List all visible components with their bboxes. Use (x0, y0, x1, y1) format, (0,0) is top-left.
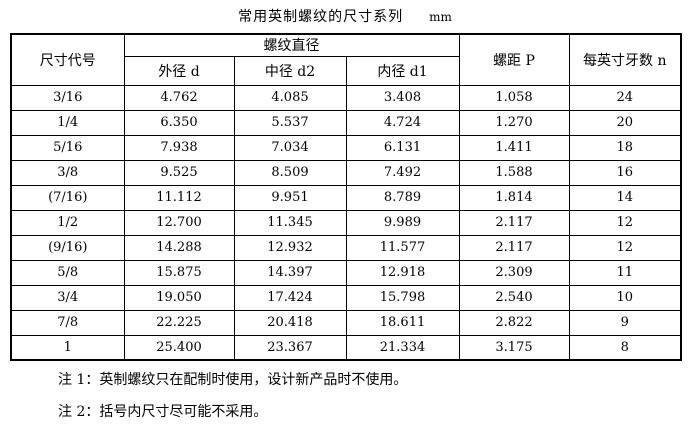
cell-d: 4.762 (123, 84, 235, 111)
cell-d1: 6.131 (345, 134, 460, 161)
cell-n: 20 (568, 109, 682, 136)
cell-d1: 3.408 (345, 84, 460, 111)
page-title-row: 常用英制螺纹的尺寸系列 mm (0, 6, 690, 26)
cell-p: 2.117 (458, 209, 570, 236)
cell-code: 3/8 (10, 159, 125, 186)
cell-code: 3/16 (10, 84, 125, 111)
cell-d1: 21.334 (345, 334, 460, 361)
header-row-sub: 外径 d 中径 d2 内径 d1 (11, 55, 681, 86)
cell-p: 1.270 (458, 109, 570, 136)
cell-d2: 5.537 (233, 109, 347, 136)
thread-size-table: 尺寸代号 螺纹直径 螺距 P 每英寸牙数 n 外径 d 中径 d2 内径 d1 … (10, 33, 682, 361)
cell-n: 12 (568, 234, 682, 261)
cell-p: 2.822 (458, 309, 570, 336)
table-row: 5/8 15.875 14.397 12.918 2.309 11 (10, 259, 682, 286)
cell-p: 1.411 (458, 134, 570, 161)
header-threads-per-inch: 每英寸牙数 n (568, 33, 682, 86)
cell-code: 1/4 (10, 109, 125, 136)
cell-code: (9/16) (10, 234, 125, 261)
unit-label: mm (429, 10, 452, 24)
cell-d2: 12.932 (233, 234, 347, 261)
cell-d: 25.400 (123, 334, 235, 361)
header-thread-diameter-group: 螺纹直径 (123, 33, 460, 57)
note-1-text: 英制螺纹只在配制时使用，设计新产品时不使用。 (99, 372, 408, 388)
header-minor-diameter: 内径 d1 (345, 55, 460, 86)
cell-d1: 11.577 (345, 234, 460, 261)
cell-code: 3/4 (10, 284, 125, 311)
cell-d1: 9.989 (345, 209, 460, 236)
note-2-label: 注 2： (58, 404, 100, 420)
cell-p: 2.309 (458, 259, 570, 286)
cell-code: 1/2 (10, 209, 125, 236)
cell-p: 2.117 (458, 234, 570, 261)
cell-n: 11 (568, 259, 682, 286)
note-2-text: 括号内尺寸尽可能不采用。 (99, 404, 268, 420)
table-row: 3/8 9.525 8.509 7.492 1.588 16 (10, 159, 682, 186)
table-row: 3/16 4.762 4.085 3.408 1.058 24 (10, 84, 682, 111)
cell-d: 12.700 (123, 209, 235, 236)
cell-n: 10 (568, 284, 682, 311)
cell-n: 16 (568, 159, 682, 186)
cell-p: 3.175 (458, 334, 570, 361)
cell-code: 5/16 (10, 134, 125, 161)
cell-d2: 8.509 (233, 159, 347, 186)
cell-code: 7/8 (10, 309, 125, 336)
cell-n: 12 (568, 209, 682, 236)
cell-p: 1.588 (458, 159, 570, 186)
cell-code: 5/8 (10, 259, 125, 286)
header-row-group: 尺寸代号 螺纹直径 螺距 P 每英寸牙数 n (10, 33, 682, 86)
cell-d2: 4.085 (233, 84, 347, 111)
cell-d2: 20.418 (233, 309, 347, 336)
cell-d2: 9.951 (233, 184, 347, 211)
table-row: 7/8 22.225 20.418 18.611 2.822 9 (10, 309, 682, 336)
cell-n: 9 (568, 309, 682, 336)
cell-d: 6.350 (123, 109, 235, 136)
cell-d2: 23.367 (233, 334, 347, 361)
cell-d: 14.288 (123, 234, 235, 261)
header-pitch: 螺距 P (458, 33, 570, 86)
header-pitch-diameter: 中径 d2 (233, 55, 347, 86)
cell-n: 14 (568, 184, 682, 211)
page-title: 常用英制螺纹的尺寸系列 (238, 9, 404, 25)
cell-d: 7.938 (123, 134, 235, 161)
cell-d2: 14.397 (233, 259, 347, 286)
cell-d2: 11.345 (233, 209, 347, 236)
cell-d: 9.525 (123, 159, 235, 186)
table-row: 1/4 6.350 5.537 4.724 1.270 20 (10, 109, 682, 136)
note-1: 注 1：英制螺纹只在配制时使用，设计新产品时不使用。 (58, 369, 407, 389)
cell-n: 24 (568, 84, 682, 111)
cell-d: 15.875 (123, 259, 235, 286)
cell-d1: 7.492 (345, 159, 460, 186)
cell-d1: 18.611 (345, 309, 460, 336)
table-row: 3/4 19.050 17.424 15.798 2.540 10 (10, 284, 682, 311)
cell-d1: 4.724 (345, 109, 460, 136)
cell-p: 1.814 (458, 184, 570, 211)
header-size-code: 尺寸代号 (10, 33, 125, 86)
cell-n: 8 (568, 334, 682, 361)
table-header: 尺寸代号 螺纹直径 螺距 P 每英寸牙数 n 外径 d 中径 d2 内径 d1 (10, 33, 682, 86)
cell-d2: 7.034 (233, 134, 347, 161)
cell-code: (7/16) (10, 184, 125, 211)
cell-d2: 17.424 (233, 284, 347, 311)
note-1-label: 注 1： (58, 372, 100, 388)
cell-d: 22.225 (123, 309, 235, 336)
note-2: 注 2：括号内尺寸尽可能不采用。 (58, 401, 267, 421)
cell-n: 18 (568, 134, 682, 161)
cell-d1: 12.918 (345, 259, 460, 286)
cell-p: 2.540 (458, 284, 570, 311)
table-row: 1/2 12.700 11.345 9.989 2.117 12 (10, 209, 682, 236)
cell-d: 19.050 (123, 284, 235, 311)
table-row: (7/16) 11.112 9.951 8.789 1.814 14 (10, 184, 682, 211)
cell-code: 1 (10, 334, 125, 361)
table-row: 1 25.400 23.367 21.334 3.175 8 (10, 334, 682, 361)
table-body: 3/16 4.762 4.085 3.408 1.058 24 1/4 6.350 5.537 4… (10, 84, 682, 361)
table-row: 5/16 7.938 7.034 6.131 1.411 18 (10, 134, 682, 161)
cell-d: 11.112 (123, 184, 235, 211)
cell-d1: 15.798 (345, 284, 460, 311)
table-row: (9/16) 14.288 12.932 11.577 2.117 12 (10, 234, 682, 261)
cell-d1: 8.789 (345, 184, 460, 211)
cell-p: 1.058 (458, 84, 570, 111)
header-major-diameter: 外径 d (123, 55, 235, 86)
